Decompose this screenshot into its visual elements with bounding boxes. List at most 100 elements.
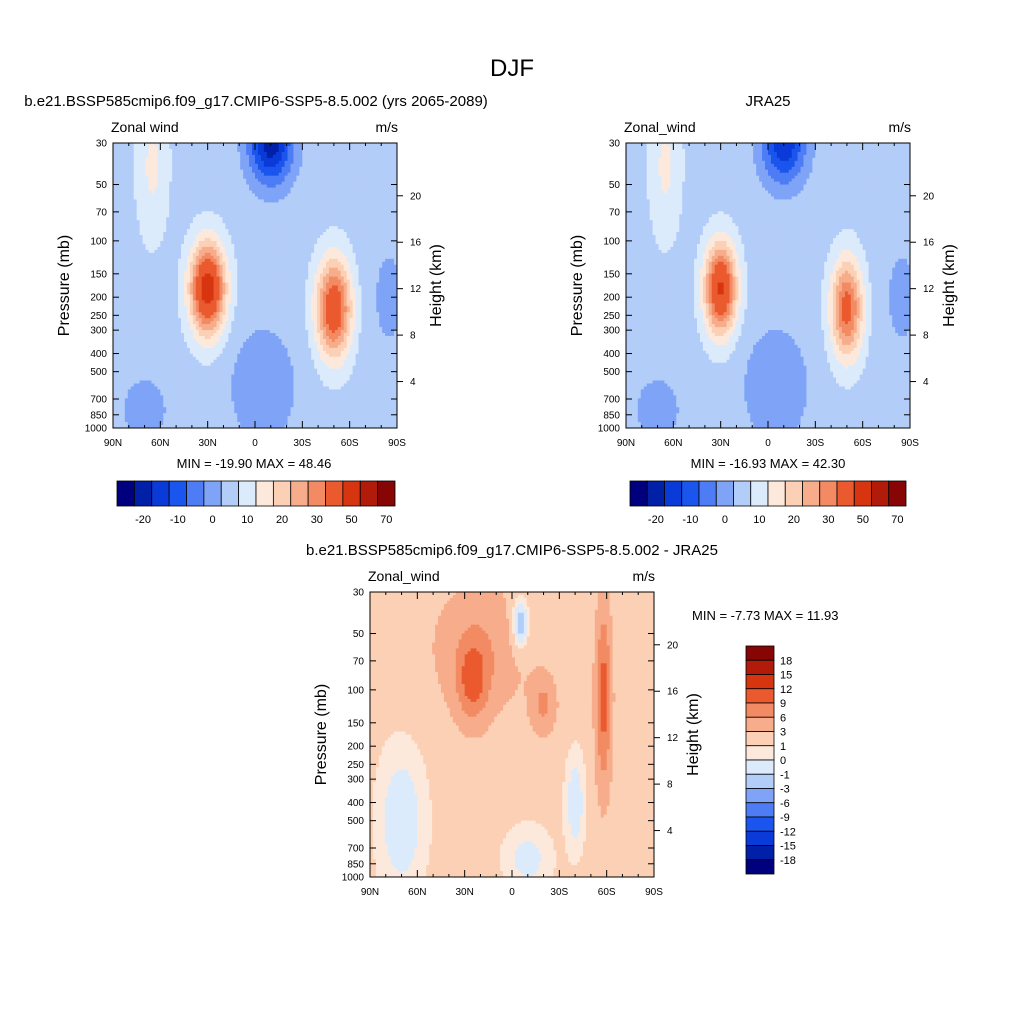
field-cell <box>222 202 227 206</box>
field-cell <box>115 365 120 370</box>
field-cell <box>121 330 126 334</box>
field-cell <box>222 344 227 349</box>
field-cell <box>151 288 156 293</box>
field-cell <box>151 252 156 257</box>
field-cell <box>151 181 156 186</box>
field-cell <box>181 285 185 290</box>
field-cell <box>222 338 227 343</box>
field-cell <box>121 392 126 396</box>
field-cell <box>124 344 129 349</box>
field-cell <box>210 214 215 218</box>
field-cell <box>142 184 147 189</box>
field-cell <box>118 261 123 266</box>
field-cell <box>204 178 209 183</box>
field-cell <box>216 273 221 278</box>
field-cell <box>201 267 206 272</box>
field-cell <box>113 229 117 233</box>
field-cell <box>219 166 224 171</box>
field-cell <box>133 273 138 278</box>
field-cell <box>151 300 156 304</box>
field-cell <box>160 327 164 331</box>
field-cell <box>204 401 209 405</box>
field-cell <box>163 208 167 212</box>
field-cell <box>160 407 164 411</box>
field-cell <box>133 184 138 189</box>
field-cell <box>172 285 176 290</box>
field-cell <box>166 276 170 281</box>
field-cell <box>160 226 164 230</box>
field-cell <box>163 148 167 153</box>
field-cell <box>175 377 179 382</box>
field-cell <box>113 184 117 189</box>
field-cell <box>148 276 153 281</box>
field-cell <box>148 294 153 298</box>
field-cell <box>148 291 153 296</box>
field-cell <box>160 279 164 284</box>
field-cell <box>133 199 138 203</box>
field-cell <box>175 303 179 307</box>
field-cell <box>192 223 197 227</box>
field-cell <box>115 273 120 278</box>
field-cell <box>130 398 135 402</box>
field-cell <box>175 238 179 242</box>
field-cell <box>145 205 150 209</box>
field-cell <box>115 279 120 284</box>
field-cell <box>115 178 120 183</box>
field-cell <box>186 353 191 358</box>
field-cell <box>148 282 153 287</box>
field-cell <box>172 341 176 346</box>
field-cell <box>145 285 150 290</box>
field-cell <box>160 187 164 192</box>
field-cell <box>154 333 158 337</box>
field-cell <box>136 238 141 242</box>
field-cell <box>207 365 212 370</box>
field-cell <box>157 190 161 195</box>
field-cell <box>178 258 182 263</box>
field-cell <box>130 145 135 150</box>
field-cell <box>154 338 158 343</box>
field-cell <box>201 261 206 266</box>
field-cell <box>133 425 138 428</box>
field-cell <box>154 220 158 224</box>
field-cell <box>195 166 200 171</box>
field-cell <box>127 202 132 206</box>
field-cell <box>175 419 179 423</box>
field-cell <box>189 238 194 242</box>
field-cell <box>198 175 203 180</box>
field-cell <box>207 401 212 405</box>
field-cell <box>210 240 215 245</box>
field-cell <box>175 232 179 236</box>
field-cell <box>213 338 218 343</box>
field-cell <box>195 419 200 423</box>
field-cell <box>219 143 224 147</box>
field-cell <box>195 214 200 218</box>
field-cell <box>169 279 173 284</box>
field-cell <box>216 413 221 417</box>
field-cell <box>133 419 138 423</box>
field-cell <box>216 199 221 203</box>
field-cell <box>142 267 147 272</box>
field-cell <box>201 303 206 307</box>
field-cell <box>210 365 215 370</box>
field-cell <box>124 276 129 281</box>
field-cell <box>124 368 129 373</box>
field-cell <box>207 297 212 301</box>
field-cell <box>163 196 167 201</box>
field-cell <box>136 232 141 236</box>
field-cell <box>115 321 120 325</box>
field-cell <box>210 279 215 284</box>
field-cell <box>181 333 185 337</box>
field-cell <box>169 154 173 159</box>
field-cell <box>207 235 212 239</box>
field-cell <box>207 282 212 287</box>
field-cell <box>216 291 221 296</box>
field-cell <box>189 368 194 373</box>
field-cell <box>201 252 206 257</box>
field-cell <box>160 335 164 340</box>
field-cell <box>195 252 200 257</box>
field-cell <box>178 217 182 221</box>
field-cell <box>219 223 224 227</box>
field-cell <box>127 318 132 322</box>
field-cell <box>181 184 185 189</box>
field-cell <box>198 258 203 263</box>
